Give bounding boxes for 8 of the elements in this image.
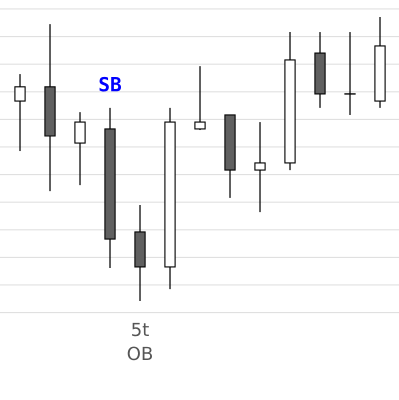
candlestick	[254, 121, 266, 213]
candlestick	[344, 31, 356, 116]
text: OB	[128, 346, 152, 360]
candlestick	[74, 112, 86, 186]
candlestick	[194, 66, 206, 131]
candlestick	[14, 73, 26, 152]
annotation: SB	[100, 76, 122, 92]
text: 5t	[132, 322, 149, 336]
